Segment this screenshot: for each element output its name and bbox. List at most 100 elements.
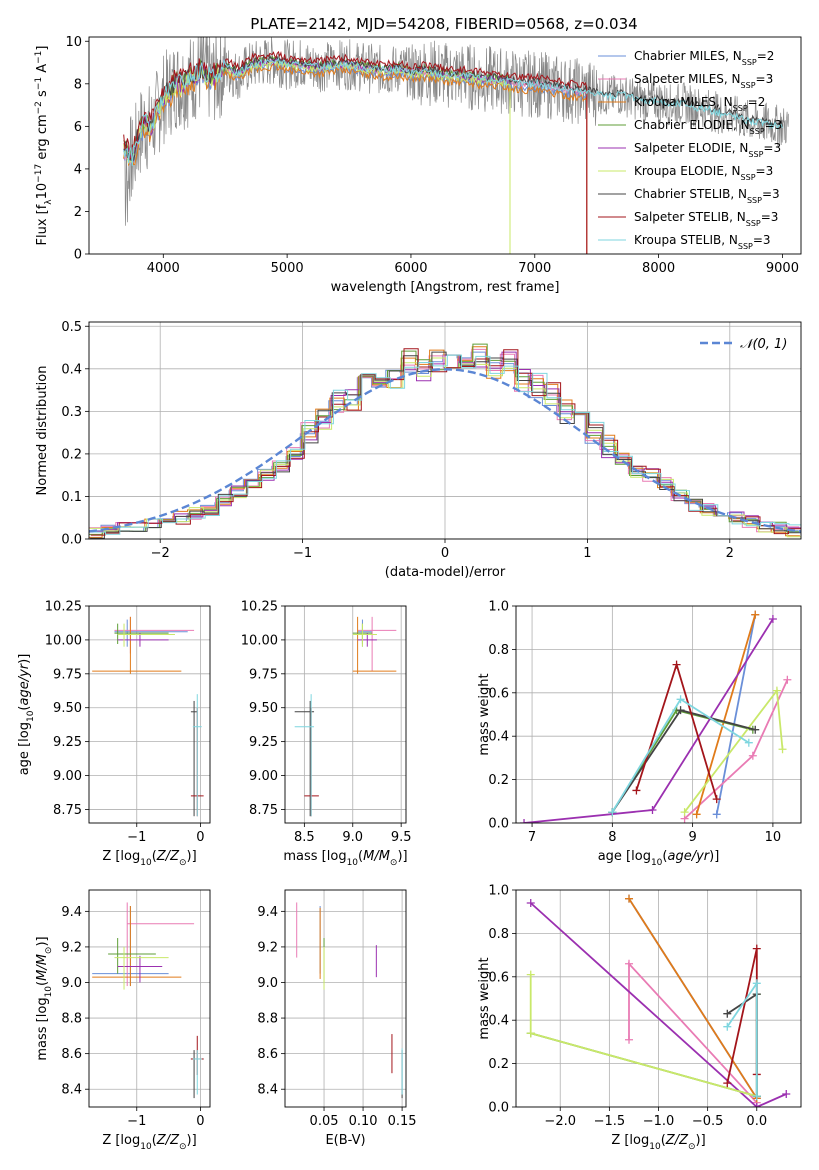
- x-tick-label: 9: [688, 830, 696, 845]
- x-tick-label: −2: [151, 546, 170, 561]
- weight-marker: [632, 786, 641, 795]
- weight-line: [529, 974, 758, 1098]
- label-part: )]: [696, 1133, 706, 1148]
- residual-histogram: [89, 348, 800, 533]
- weight-line: [530, 902, 787, 1107]
- weight-marker: [772, 686, 781, 695]
- spectrum-panel: 4000 5000 6000 7000 8000 9000 0 2 4 6 8 10 wavelengt…: [34, 35, 802, 295]
- x-tick-label: −1.5: [594, 1114, 626, 1129]
- y-tick-label: 10.00: [45, 633, 82, 648]
- residual-histogram: [89, 351, 801, 532]
- weight-marker: [526, 970, 535, 979]
- label-part: age/yr: [667, 849, 710, 864]
- x-tick-label: 0: [196, 1114, 204, 1129]
- x-tick-label: 9.0: [342, 830, 363, 845]
- legend-label: Chabrier ELODIE, NSSP=3: [634, 118, 782, 136]
- y-tick-label: 8.4: [257, 1083, 278, 1098]
- y-tick-label: 0.6: [488, 970, 509, 985]
- label-part: Z [log: [611, 1133, 649, 1148]
- legend-label: Chabrier STELIB, NSSP=3: [634, 187, 780, 205]
- y-tick-label: 8.6: [61, 1047, 82, 1062]
- legend-label-sub: SSP: [748, 150, 763, 159]
- residuals-x-label: (data-model)/error: [385, 565, 506, 580]
- y-tick-label: 0.4: [488, 730, 509, 745]
- label-part: 10: [140, 1142, 152, 1152]
- weight-marker: [676, 706, 685, 715]
- x-tick-label: −1: [127, 1114, 146, 1129]
- panels: 4000 5000 6000 7000 8000 90000246810wavelengt…: [17, 35, 802, 1152]
- legend-label-suffix: =2: [748, 95, 766, 109]
- label-part: mass weight: [477, 673, 492, 755]
- spectrum-x-label: wavelength [Angstrom, rest frame]: [331, 280, 560, 295]
- mass-vs-Z-x-label: Z [log10(Z/Z⊙)]: [102, 1133, 196, 1152]
- y-tick-label: 10.25: [45, 600, 82, 615]
- mass-vs-ebv-panel: 0.05 0.10 0.15 8.4 8.6 8.8 9.0 9.2 9.4 E(B-V): [257, 889, 417, 1148]
- label-part: Z/Z: [156, 1133, 180, 1148]
- axes-frame: [88, 605, 211, 824]
- weight-line: [715, 614, 757, 815]
- y-tick-label: 8.8: [257, 1012, 278, 1027]
- label-part: −2: [34, 101, 44, 114]
- label-part: ⊙: [179, 858, 187, 868]
- legend-label-main: Chabrier STELIB, N: [634, 187, 747, 201]
- x-tick-label: −0.5: [692, 1114, 724, 1129]
- residual-histogram: [89, 357, 801, 538]
- label-part: (data-model)/error: [385, 565, 506, 580]
- x-tick-label: 4000: [147, 261, 180, 276]
- y-tick-label: 0.0: [488, 1101, 509, 1116]
- label-part: mass weight: [477, 957, 492, 1039]
- label-part: wavelength [Angstrom, rest frame]: [331, 280, 560, 295]
- legend-label-main: Salpeter STELIB, N: [634, 210, 746, 224]
- y-tick-label: 0.8: [488, 927, 509, 942]
- residuals-y-label: Normed distribution: [35, 366, 50, 496]
- weight-marker: [744, 738, 753, 747]
- weight-marker: [768, 615, 777, 624]
- label-part: A: [35, 64, 50, 77]
- x-tick-label: −2.0: [544, 1114, 576, 1129]
- label-part: (: [152, 849, 157, 864]
- legend-label-main: Chabrier ELODIE, N: [634, 118, 750, 132]
- axes-frame: [284, 605, 407, 824]
- weight-vs-Z-x-label: Z [log10(Z/Z⊙)]: [611, 1133, 705, 1152]
- axes-frame: [284, 889, 407, 1108]
- spectrum-model-line: [123, 58, 511, 254]
- residual-histogram: [90, 351, 801, 539]
- y-tick-label: 2: [74, 205, 82, 220]
- weight-line: [628, 898, 758, 1099]
- y-tick-label: 8: [74, 77, 82, 92]
- weight-line: [726, 980, 758, 1097]
- label-part: −1: [34, 77, 44, 90]
- y-tick-label: 8.75: [249, 803, 278, 818]
- weight-line: [683, 688, 784, 813]
- x-tick-label: 8: [608, 830, 616, 845]
- label-part: 10: [35, 183, 50, 200]
- label-part: (: [358, 849, 363, 864]
- legend-label-suffix: =3: [762, 187, 780, 201]
- weight-vs-Z-panel: −2.0 −1.5 −1.0 −0.5 0.0 0.0 0.2 0.4 0.6 0.8 1.0 Z […: [477, 884, 802, 1152]
- age-vs-mass-panel: 8.5 9.0 9.5 8.75 9.00 9.25 9.50 9.75 10.00 10.25 m…: [241, 600, 412, 869]
- legend-label-sub: SSP: [742, 58, 757, 67]
- y-tick-label: 0.0: [61, 533, 82, 548]
- y-tick-label: 10.25: [241, 600, 278, 615]
- label-part: )]: [187, 1133, 197, 1148]
- y-tick-label: 0.2: [61, 447, 82, 462]
- label-part: Z/Z: [156, 849, 180, 864]
- residuals-legend-label: 𝒩(0, 1): [740, 337, 787, 352]
- y-tick-label: 0.3: [61, 405, 82, 420]
- y-tick-label: 9.25: [249, 735, 278, 750]
- legend-label-suffix: =3: [763, 141, 781, 155]
- label-part: 10: [26, 710, 36, 722]
- label-part: E(B-V): [325, 1133, 365, 1148]
- label-part: 10: [140, 858, 152, 868]
- y-tick-label: 0.1: [61, 490, 82, 505]
- spectrum-model-line: [123, 57, 783, 167]
- legend-label-suffix: =3: [753, 233, 771, 247]
- y-tick-label: 0.6: [488, 686, 509, 701]
- age-vs-mass-x-label: mass [log10(M/M⊙)]: [283, 849, 407, 868]
- y-tick-label: 10: [65, 35, 82, 50]
- weight-marker: [751, 725, 760, 734]
- weight-marker: [625, 894, 634, 903]
